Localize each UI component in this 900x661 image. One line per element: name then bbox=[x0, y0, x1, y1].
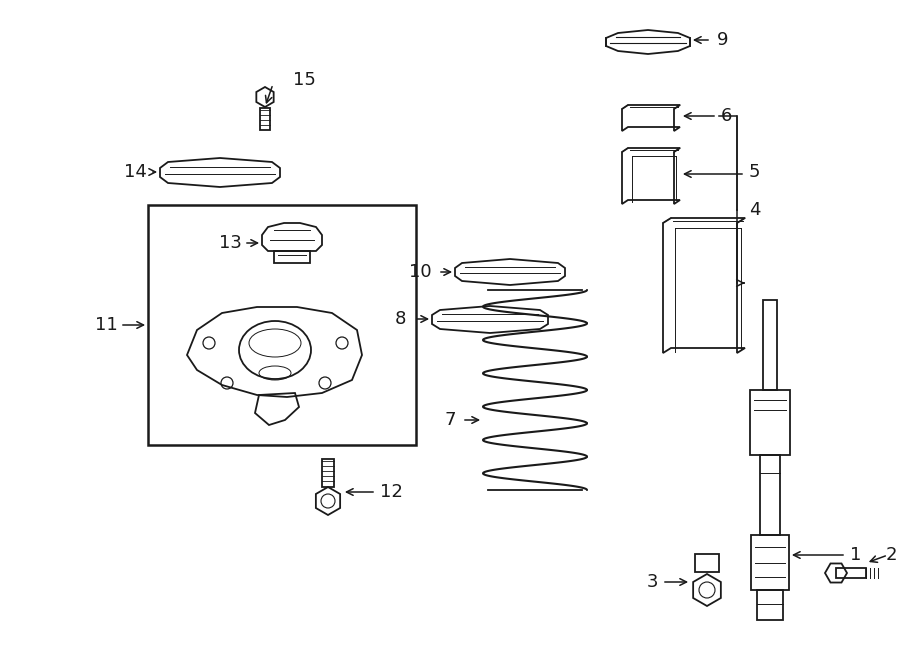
Bar bbox=[148, 205, 416, 445]
Text: 4: 4 bbox=[749, 201, 760, 219]
Text: 5: 5 bbox=[749, 163, 760, 181]
Bar bbox=[757, 590, 783, 620]
Text: 3: 3 bbox=[646, 573, 658, 591]
Text: 15: 15 bbox=[293, 71, 316, 89]
Text: 1: 1 bbox=[850, 546, 861, 564]
Text: 9: 9 bbox=[717, 31, 729, 49]
Bar bbox=[836, 568, 866, 578]
Bar bbox=[260, 108, 270, 130]
Text: 7: 7 bbox=[445, 411, 455, 429]
Bar bbox=[760, 455, 780, 535]
Text: 12: 12 bbox=[380, 483, 403, 501]
Bar bbox=[695, 554, 719, 572]
Bar bbox=[763, 300, 777, 390]
Text: 6: 6 bbox=[721, 107, 733, 125]
Bar bbox=[322, 459, 334, 487]
Text: 2: 2 bbox=[886, 546, 896, 564]
Text: 10: 10 bbox=[409, 263, 431, 281]
Text: 13: 13 bbox=[219, 234, 241, 252]
Text: 11: 11 bbox=[94, 316, 117, 334]
Text: 14: 14 bbox=[123, 163, 147, 181]
Bar bbox=[750, 390, 790, 455]
Text: 8: 8 bbox=[394, 310, 406, 328]
Bar bbox=[751, 535, 789, 590]
